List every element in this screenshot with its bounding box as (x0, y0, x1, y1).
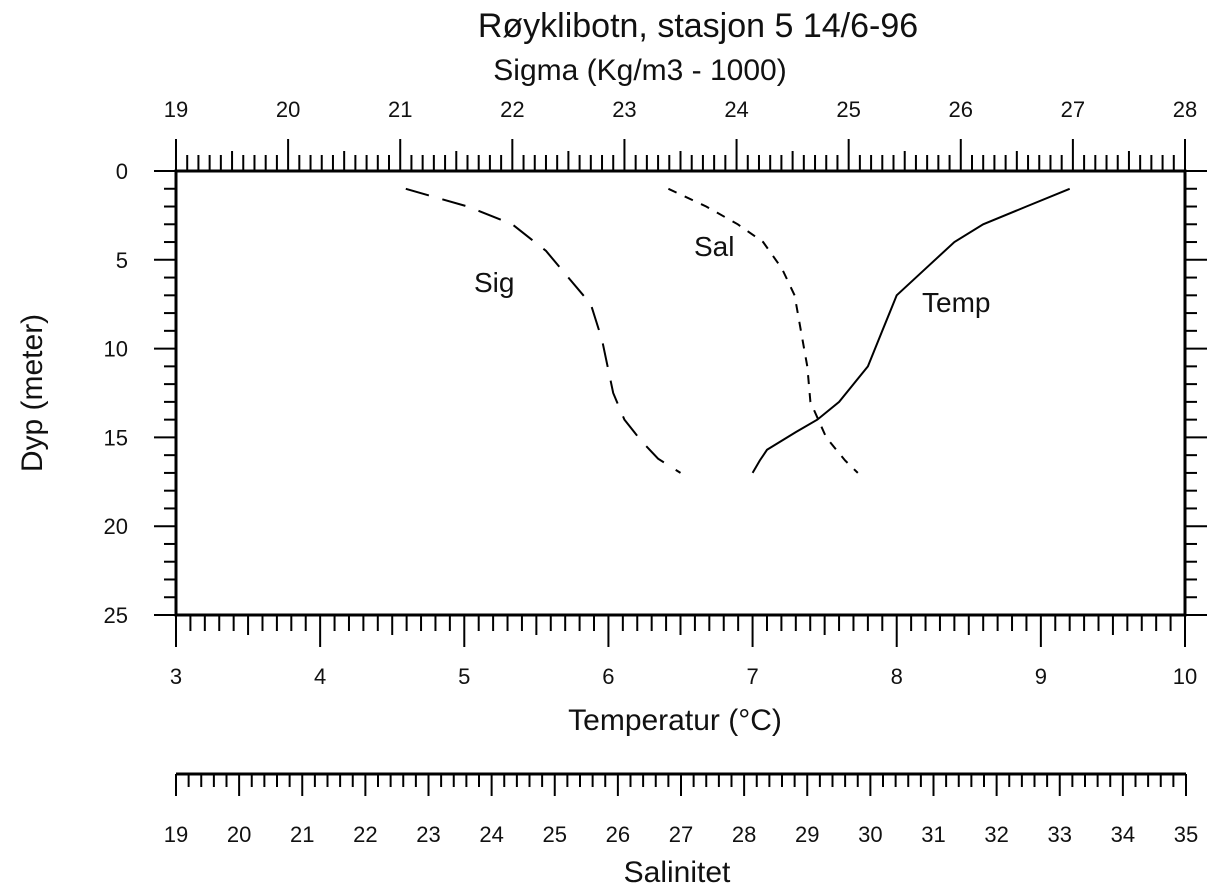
top-tick-label: 26 (949, 97, 973, 122)
bottom-tick-label: 9 (1035, 664, 1047, 689)
y-tick-label: 5 (116, 248, 128, 273)
bottom-tick-label: 6 (602, 664, 614, 689)
top-tick-label: 19 (164, 97, 188, 122)
salinity-tick-label: 33 (1048, 822, 1072, 847)
salinity-tick-label: 25 (543, 822, 567, 847)
top-tick-label: 24 (724, 97, 748, 122)
bottom-tick-label: 7 (746, 664, 758, 689)
salinity-tick-label: 21 (290, 822, 314, 847)
tick-labels: 19 20 21 22 23 24 25 26 27 283 4 5 6 7 8 9 1005101520251… (104, 97, 1199, 847)
series-label-sal: Sal (694, 231, 734, 262)
salinity-tick-label: 31 (921, 822, 945, 847)
bottom-tick-label: 10 (1173, 664, 1197, 689)
top-tick-label: 27 (1061, 97, 1085, 122)
salinity-tick-label: 35 (1174, 822, 1198, 847)
salinity-tick-label: 23 (416, 822, 440, 847)
top-tick-label: 22 (500, 97, 524, 122)
salinity-tick-label: 24 (479, 822, 503, 847)
y-tick-label: 15 (104, 425, 128, 450)
top-tick-label: 20 (276, 97, 300, 122)
chart-title: Røyklibotn, stasjon 5 14/6-96 (478, 7, 918, 45)
series-line-temp (751, 187, 1071, 474)
salinity-tick-label: 26 (606, 822, 630, 847)
salinity-tick-label: 29 (795, 822, 819, 847)
salinity-tick-label: 28 (732, 822, 756, 847)
top-tick-label: 21 (388, 97, 412, 122)
y-axis-title: Dyp (meter) (16, 314, 49, 472)
bottom-tick-label: 5 (458, 664, 470, 689)
bottom-tick-label: 4 (314, 664, 326, 689)
top-axis-title: Sigma (Kg/m3 - 1000) (493, 54, 786, 87)
salinity-tick-label: 22 (353, 822, 377, 847)
top-tick-label: 28 (1173, 97, 1197, 122)
y-tick-label: 10 (104, 337, 128, 362)
bottom-tick-label: 8 (891, 664, 903, 689)
series-curves (405, 187, 1071, 474)
top-tick-label: 25 (836, 97, 860, 122)
top-tick-label: 23 (612, 97, 636, 122)
bottom-axis-title: Temperatur (°C) (568, 704, 782, 737)
bottom-tick-label: 3 (170, 664, 182, 689)
salinity-tick-label: 32 (984, 822, 1008, 847)
salinity-axis-title: Salinitet (624, 856, 731, 889)
y-tick-label: 25 (104, 603, 128, 628)
salinity-tick-label: 34 (1111, 822, 1135, 847)
plot-frame (174, 169, 1187, 617)
salinity-tick-label: 20 (227, 822, 251, 847)
axis-ticks (154, 139, 1207, 796)
series-label-sig: Sig (474, 267, 514, 298)
series-line-sig (405, 187, 682, 474)
salinity-tick-label: 27 (669, 822, 693, 847)
series-label-temp: Temp (922, 287, 990, 318)
y-tick-label: 20 (104, 514, 128, 539)
salinity-tick-label: 30 (858, 822, 882, 847)
series-labels: Temp Sal Sig (474, 231, 990, 318)
y-tick-label: 0 (116, 159, 128, 184)
salinity-tick-label: 19 (164, 822, 188, 847)
